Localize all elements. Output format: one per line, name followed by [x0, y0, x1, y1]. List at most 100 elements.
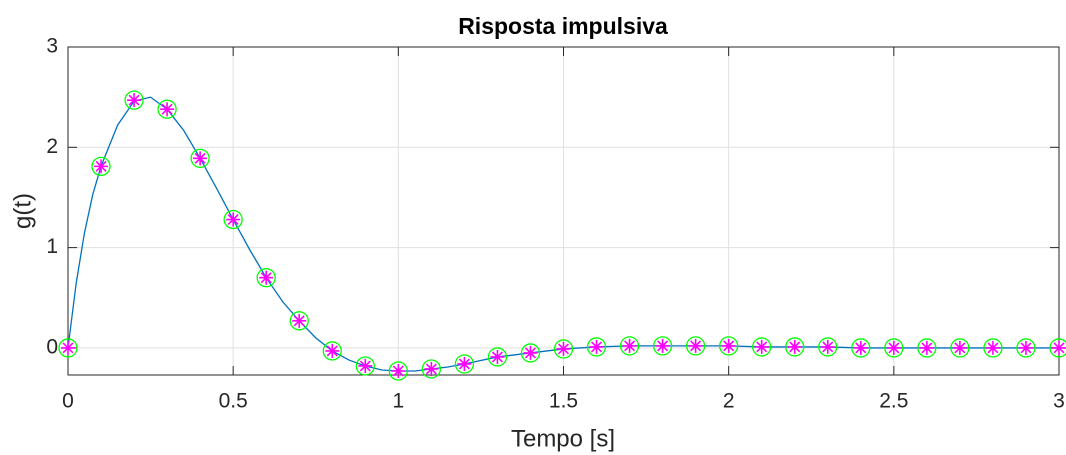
marker-circle — [322, 341, 342, 361]
marker-circle — [785, 337, 805, 357]
marker-circle — [388, 361, 408, 381]
data-marker — [520, 343, 541, 363]
marker-asterisk — [226, 212, 241, 227]
marker-asterisk — [919, 340, 934, 355]
marker-circle — [223, 209, 243, 230]
data-marker — [818, 337, 838, 357]
marker-circle — [58, 338, 78, 358]
marker-asterisk — [523, 345, 538, 360]
marker-asterisk — [61, 340, 75, 355]
data-marker — [752, 337, 772, 357]
marker-circle — [520, 343, 541, 363]
data-marker — [190, 148, 210, 168]
marker-asterisk — [193, 151, 208, 166]
data-marker — [421, 359, 442, 379]
x-tick-label: 0 — [62, 390, 74, 413]
marker-circle — [652, 336, 673, 356]
marker-circle — [685, 336, 706, 356]
data-marker — [1016, 338, 1036, 358]
data-marker — [91, 156, 111, 177]
marker-asterisk — [952, 340, 967, 355]
x-axis-label: Tempo [s] — [511, 425, 615, 452]
marker-circle — [884, 338, 904, 358]
marker-asterisk — [457, 356, 472, 371]
data-marker — [884, 338, 904, 358]
marker-asterisk — [721, 338, 736, 353]
marker-circle — [157, 99, 177, 119]
marker-asterisk — [490, 349, 505, 364]
marker-circle — [355, 356, 375, 376]
marker-circle — [124, 90, 144, 110]
marker-asterisk — [886, 340, 901, 355]
chart-title: Risposta impulsiva — [458, 13, 668, 39]
marker-circle — [1016, 338, 1036, 358]
marker-circle — [289, 311, 309, 331]
marker-asterisk — [94, 159, 109, 174]
marker-circle — [256, 268, 276, 288]
marker-circle — [851, 338, 871, 358]
data-marker — [785, 337, 805, 357]
marker-circle — [950, 338, 970, 358]
data-marker — [454, 354, 475, 374]
y-axis-label: g(t) — [9, 193, 36, 229]
marker-circle — [1049, 338, 1066, 358]
marker-asterisk — [1018, 340, 1033, 355]
data-marker — [157, 99, 177, 119]
marker-asterisk — [358, 358, 373, 373]
x-tick-label: 0.5 — [219, 390, 248, 413]
x-tick-label: 1.5 — [549, 390, 578, 413]
data-marker — [719, 336, 739, 356]
marker-asterisk — [655, 338, 670, 353]
data-marker — [917, 338, 937, 358]
data-marker — [1049, 338, 1066, 358]
marker-circle — [917, 338, 937, 358]
y-tick-label: 3 — [46, 35, 58, 58]
marker-asterisk — [589, 339, 604, 354]
marker-asterisk — [160, 102, 175, 117]
data-marker — [322, 341, 342, 361]
data-marker — [487, 347, 508, 367]
data-marker — [355, 356, 375, 376]
data-marker — [685, 336, 706, 356]
marker-asterisk — [556, 341, 571, 356]
x-tick-label: 1 — [392, 390, 404, 413]
marker-asterisk — [754, 339, 769, 354]
data-marker — [950, 338, 970, 358]
marker-circle — [586, 337, 607, 357]
x-tick-label: 2 — [723, 390, 735, 413]
data-marker — [289, 311, 309, 331]
marker-asterisk — [127, 93, 142, 108]
y-tick-label: 2 — [46, 135, 58, 158]
y-tick-label: 1 — [46, 235, 58, 258]
data-marker — [256, 268, 276, 288]
marker-circle — [983, 338, 1003, 358]
data-marker — [652, 336, 673, 356]
data-marker — [223, 209, 243, 230]
marker-circle — [719, 336, 739, 356]
marker-asterisk — [688, 338, 703, 353]
marker-asterisk — [622, 338, 637, 353]
marker-asterisk — [1052, 340, 1066, 355]
marker-circle — [454, 354, 475, 374]
marker-circle — [619, 336, 640, 356]
data-marker — [619, 336, 640, 356]
data-marker — [851, 338, 871, 358]
marker-asterisk — [292, 313, 307, 328]
marker-asterisk — [325, 343, 340, 358]
data-marker — [983, 338, 1003, 358]
x-tick-label: 3 — [1053, 390, 1065, 413]
marker-circle — [553, 339, 574, 359]
marker-circle — [421, 359, 442, 379]
marker-asterisk — [259, 270, 274, 285]
marker-asterisk — [391, 363, 406, 378]
data-marker — [124, 90, 144, 110]
data-marker — [586, 337, 607, 357]
marker-circle — [487, 347, 508, 367]
data-marker — [388, 361, 408, 381]
marker-circle — [752, 337, 772, 357]
plot-frame — [67, 46, 1060, 376]
marker-circle — [818, 337, 838, 357]
marker-asterisk — [853, 340, 868, 355]
marker-asterisk — [787, 339, 802, 354]
